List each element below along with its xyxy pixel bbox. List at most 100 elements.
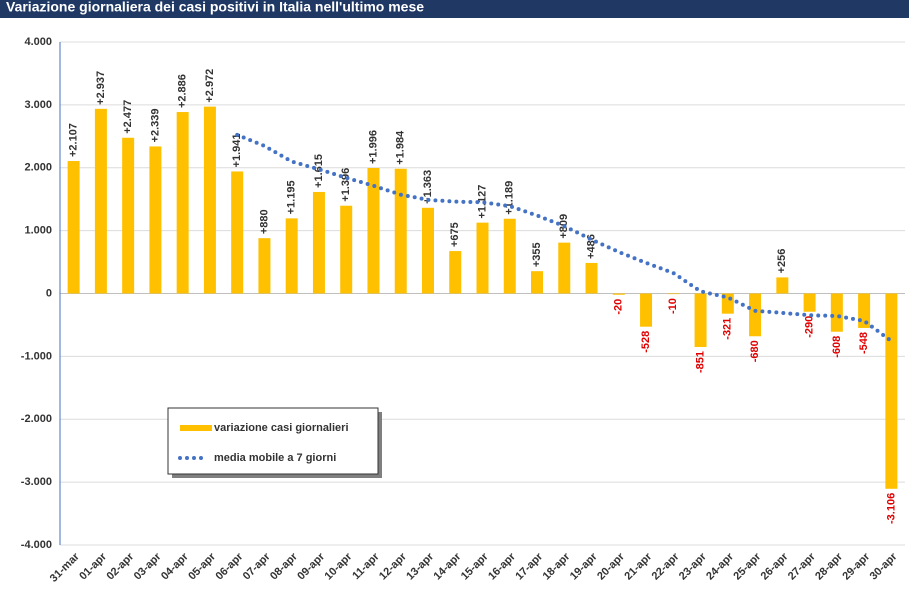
legend-label: variazione casi giornalieri [214, 422, 349, 434]
value-label: +2.937 [95, 71, 107, 105]
x-tick-label: 27-apr [786, 550, 818, 582]
x-tick-label: 07-apr [241, 550, 273, 582]
bar [503, 218, 516, 294]
moving-average-line [235, 132, 894, 344]
plot [67, 106, 898, 489]
value-label: +1.941 [231, 134, 243, 168]
x-tick-label: 17-apr [513, 550, 545, 582]
legend [167, 407, 379, 475]
bar [776, 277, 789, 294]
chart-title: Variazione giornaliera dei casi positivi… [6, 0, 424, 15]
bar [858, 293, 871, 328]
x-tick-label: 15-apr [459, 550, 491, 582]
value-label: +1.189 [504, 181, 516, 215]
x-tick-label: 12-apr [377, 550, 409, 582]
bar [885, 293, 898, 489]
x-tick-label: 04-apr [159, 550, 191, 582]
value-label: +1.363 [422, 170, 434, 204]
bar [476, 222, 489, 294]
bar [67, 161, 80, 294]
bar [803, 293, 816, 312]
x-tick-label: 06-apr [214, 550, 246, 582]
bar [394, 168, 407, 294]
x-tick-label: 28-apr [813, 550, 845, 582]
bar [749, 293, 762, 337]
value-label: -851 [694, 351, 706, 373]
bar [285, 218, 298, 294]
value-label: -548 [858, 332, 870, 354]
bar [531, 271, 544, 294]
legend-swatch [180, 425, 212, 431]
value-label: +1.396 [340, 168, 352, 202]
bar [449, 251, 462, 294]
value-label: +256 [776, 249, 788, 274]
value-label: +355 [531, 242, 543, 267]
bar [203, 106, 216, 294]
bar [640, 293, 653, 327]
y-tick-label: -3.000 [21, 476, 52, 488]
value-label: +2.886 [177, 74, 189, 108]
title-banner [0, 0, 909, 18]
y-tick-label: -2.000 [21, 413, 52, 425]
bar [558, 242, 571, 294]
bar [830, 293, 843, 332]
x-tick-label: 11-apr [350, 550, 382, 582]
value-label: -290 [804, 316, 816, 338]
value-label: +1.996 [367, 130, 379, 164]
value-label: +1.615 [313, 154, 325, 188]
bar [231, 171, 244, 294]
value-label: -321 [722, 318, 734, 340]
value-label: +2.477 [122, 100, 134, 134]
x-tick-label: 19-apr [568, 550, 600, 582]
bar [694, 293, 707, 348]
bar [149, 146, 162, 294]
bar [585, 262, 598, 294]
value-label: -680 [749, 340, 761, 362]
bar [176, 112, 189, 294]
x-tick-label: 20-apr [595, 550, 627, 582]
x-tick-label: 21-apr [622, 550, 654, 582]
x-tick-label: 02-apr [104, 550, 136, 582]
y-tick-label: 4.000 [24, 36, 52, 48]
bar [421, 207, 434, 294]
y-tick-label: 2.000 [24, 162, 52, 174]
x-tick-label: 18-apr [541, 550, 573, 582]
bar [340, 205, 353, 294]
x-tick-label: 10-apr [323, 550, 355, 582]
x-tick-label: 01-apr [77, 550, 109, 582]
value-label: +1.127 [476, 185, 488, 219]
x-tick-label: 31-mar [48, 550, 83, 585]
value-label: +2.107 [68, 123, 80, 157]
value-label: +675 [449, 222, 461, 247]
x-tick-label: 05-apr [186, 550, 218, 582]
value-label: -3.106 [885, 493, 897, 524]
x-tick-label: 25-apr [731, 550, 763, 582]
x-tick-label: 26-apr [759, 550, 791, 582]
y-tick-label: 0 [46, 287, 52, 299]
value-label: +1.984 [395, 130, 407, 165]
bar [367, 168, 380, 294]
bar [122, 137, 135, 294]
value-label: +880 [258, 209, 270, 234]
value-label: +1.195 [286, 180, 298, 214]
bar [258, 238, 271, 294]
x-tick-label: 29-apr [840, 550, 872, 582]
legend-label: media mobile a 7 giorni [214, 452, 336, 464]
y-tick-label: -4.000 [21, 539, 52, 551]
bar [612, 293, 625, 295]
x-tick-label: 14-apr [432, 550, 464, 582]
bar [94, 108, 107, 294]
x-tick-label: 22-apr [650, 550, 682, 582]
value-label: -528 [640, 331, 652, 353]
value-label: -10 [667, 298, 679, 314]
value-label: +2.972 [204, 69, 216, 103]
x-tick-label: 08-apr [268, 550, 300, 582]
x-tick-label: 09-apr [295, 550, 327, 582]
x-tick-label: 24-apr [704, 550, 736, 582]
y-tick-label: 3.000 [24, 99, 52, 111]
value-label: -608 [831, 336, 843, 358]
x-tick-label: 30-apr [868, 550, 900, 582]
bar [312, 191, 325, 294]
y-tick-label: 1.000 [24, 225, 52, 237]
